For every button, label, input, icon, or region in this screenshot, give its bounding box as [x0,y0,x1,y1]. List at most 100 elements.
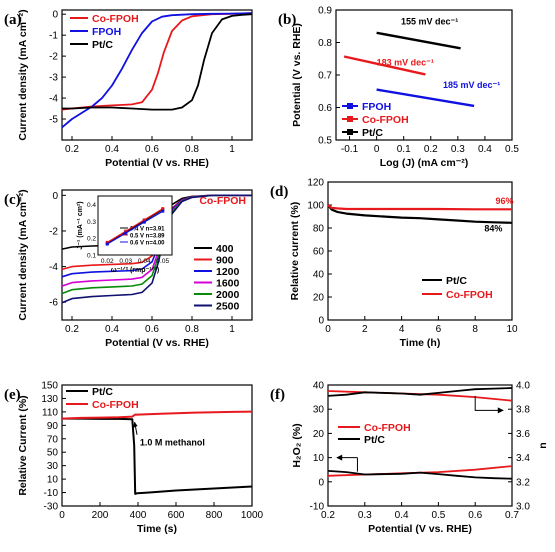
inset-point [124,231,128,235]
x-tick-label: 0.4 [478,144,492,155]
panel-e: 0 200 400 600 800 1000 -30 -10 10 30 50 70 90 110 130 1… [4,381,264,536]
panel-b: -0.1 0 0.1 0.2 0.3 0.4 0.5 0.5 0.6 0.7 0.8 0.9 Log (… [278,6,519,170]
y-tick-label: -10 [44,488,59,499]
x-tick-label: 0.8 [185,144,199,155]
inset-legend-entry-1: 0.5 V n=3.89 [130,234,165,240]
inset-x-tick: 0.04 [138,258,151,265]
inset-y-tick: 0.1 [87,253,96,260]
legend-entry-2: Pt/C [362,127,383,139]
inset-legend-entry-0: 0.4 V n=3.91 [130,227,165,233]
y-tick-label: 0.5 [318,136,332,147]
y-tick-label: 10 [47,475,59,486]
y-tick-label: 0.8 [318,38,332,49]
legend-entry-5: 2500 [216,301,240,313]
panel-c: 0.2 0.4 0.6 0.8 1 -6 -4 -2 0 Potential (V vs. RHE… [4,189,253,349]
series-line-Pt/C [62,13,253,111]
tafel-line-Pt/C [376,31,461,50]
slope-annotation-1: 183 mV dec⁻¹ [377,57,434,67]
tafel-line-Co-FPOH [343,55,426,76]
inset-y-tick: 0.3 [87,219,96,226]
y-tick-label: 70 [47,434,59,445]
inset-point [161,209,165,213]
x-tick-label: 4 [399,324,405,335]
x-tick-label: 0.8 [185,324,199,335]
stability-line-Pt/C [327,204,513,224]
legend-entry-1: FPOH [92,26,121,38]
rrde-line-Pt-C-n [327,387,513,397]
legend-entry-3: 1600 [216,278,240,290]
x-tick-label: 10 [506,324,518,335]
chrono-line-Co-FPOH [61,410,253,420]
inset-line-0 [106,208,164,244]
legend-marker [347,116,353,122]
y2-tick-label: 3.0 [516,502,530,513]
series-line-Co-FPOH [61,12,253,111]
rrde-line-Co-FPOH-n [327,390,513,402]
x-tick-label: 0 [59,510,65,521]
y2-tick-label: 3.6 [516,429,530,440]
inset-y-tick: 0.4 [87,202,96,209]
plot-frame [327,384,513,507]
y-tick-label: 0.6 [318,103,332,114]
panel-label: (e) [4,387,21,403]
y-tick-label: -6 [49,298,58,309]
y-tick-label: 130 [41,394,58,405]
y-tick-label: -1 [49,31,58,42]
legend-entry-0: Pt/C [446,275,467,287]
inset-line-2 [106,210,164,245]
left-axis-arrow [337,457,358,472]
y-tick-label: 0 [318,477,324,488]
inset-x-tick: 0.03 [119,258,132,265]
tafel-line-FPOH [376,88,475,108]
y2-axis-label: n [537,442,549,448]
y-tick-label: 60 [313,247,325,258]
y-axis-label: H₂O₂ (%) [291,423,303,467]
x-tick-label: 0.1 [397,144,411,155]
panel-a: 0.2 0.4 0.6 0.8 1 -5 -4 -3 -2 -1 0 Potential (V vs.… [4,9,253,169]
y2-tick-label: 3.2 [516,477,530,488]
y-tick-label: 90 [47,421,59,432]
y-axis-label: Potential (V vs. RHE) [291,23,303,127]
y-tick-label: -5 [49,115,58,126]
x-tick-label: 6 [436,324,442,335]
y-tick-label: 110 [42,407,58,418]
x-tick-label: -0.1 [341,144,359,155]
panel-f: 0.2 0.3 0.4 0.5 0.6 0.7 -10 0 10 20 30 40 Potential … [270,381,549,536]
panel-label: (d) [270,184,288,200]
legend-entry-1: Co-FPOH [362,114,409,126]
y-axis-label: Current density (mA cm⁻²) [17,189,29,320]
x-axis-label: Potential (V vs. RHE) [105,337,209,349]
y-tick-label: 10 [313,453,325,464]
x-tick-label: 0.6 [145,324,159,335]
legend-entry-1: 900 [216,255,234,267]
x-tick-label: 0.5 [505,144,519,155]
legend-entry-0: 400 [216,243,234,255]
x-tick-label: 0.7 [505,510,519,521]
y-tick-label: 120 [307,178,324,189]
x-axis-label: Time (h) [400,337,441,349]
y-tick-label: -3 [49,73,58,84]
y-tick-label: 30 [313,405,325,416]
rrde-line-Co-FPOH [327,465,513,477]
left-axis-arrowhead [336,454,343,461]
legend-entry-1: Co-FPOH [446,289,493,301]
y-tick-label: 20 [313,429,325,440]
inset-point [105,242,109,246]
x-axis-label: Log (J) (mA cm⁻²) [380,157,469,169]
inset-legend-entry-2: 0.6 V n=4.00 [130,241,165,247]
x-axis-label: Time (s) [137,523,177,535]
x-tick-label: 0.5 [431,510,445,521]
panel-title: Co-FPOH [199,195,246,207]
x-tick-label: 8 [472,324,478,335]
panel-label: (b) [278,12,296,28]
inset-plot: 0.02 0.03 0.04 0.05 0.1 0.2 0.3 0.4 ω⁻¹ᐟ² (rmp⁻¹… [77,195,173,274]
inset-point [142,218,146,222]
slope-annotation-0: 155 mV dec⁻¹ [401,17,458,27]
x-tick-label: 0.4 [105,324,119,335]
x-tick-label: 2 [362,324,368,335]
retention-annotation-0: 96% [495,196,513,206]
inset-x-tick: 0.02 [101,258,114,265]
x-tick-label: 0 [374,144,380,155]
y-axis-label: Relative Current (%) [17,395,29,495]
plot-frame [61,384,253,507]
